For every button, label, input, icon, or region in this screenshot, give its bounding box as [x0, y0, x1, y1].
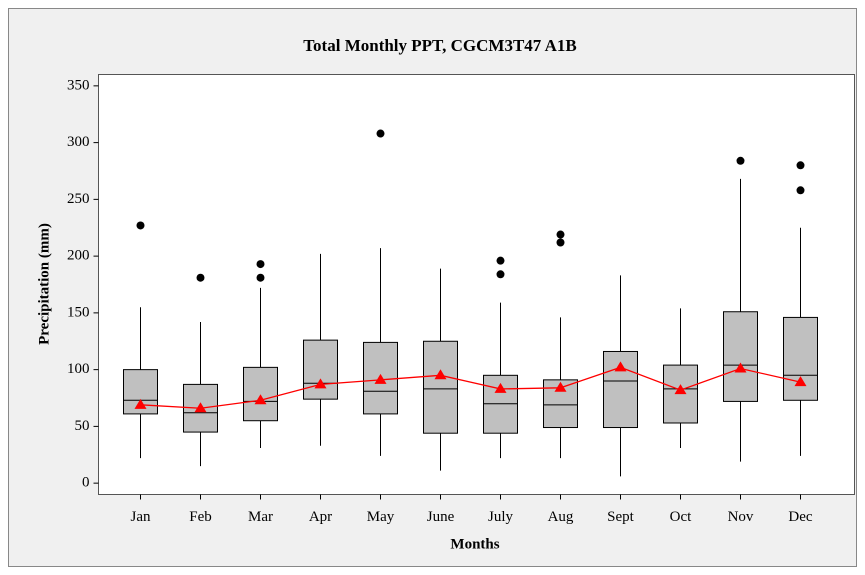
box	[423, 340, 458, 434]
chart-title: Total Monthly PPT, CGCM3T47 A1B	[303, 36, 576, 55]
outlier	[796, 161, 805, 170]
x-tick-label: Mar	[248, 509, 273, 525]
mean-marker	[254, 394, 267, 405]
mean-line	[140, 366, 801, 409]
y-tick-label: 0	[82, 475, 90, 491]
x-tick-label: Sept	[607, 509, 635, 525]
box	[783, 316, 818, 401]
mean-marker	[494, 382, 507, 393]
y-tick-label: 350	[67, 77, 90, 93]
y-tick-label: 300	[67, 134, 90, 150]
outlier	[136, 221, 145, 230]
mean-marker	[134, 398, 147, 409]
x-tick-label: Oct	[670, 509, 692, 525]
outlier	[796, 186, 805, 195]
x-tick-label: Jan	[131, 509, 151, 525]
outlier	[196, 273, 205, 282]
outlier	[496, 270, 505, 279]
box	[303, 339, 338, 400]
outlier	[736, 156, 745, 165]
plot-area	[98, 74, 855, 495]
outlier	[256, 273, 265, 282]
x-tick-label: Feb	[189, 509, 212, 525]
outlier	[496, 256, 505, 265]
mean-marker	[434, 369, 447, 380]
outlier	[556, 238, 565, 247]
outlier	[556, 230, 565, 239]
x-tick-label: Apr	[309, 509, 332, 525]
outlier	[376, 129, 385, 138]
x-tick-label: May	[367, 509, 395, 525]
y-tick-label: 50	[75, 418, 90, 434]
box	[243, 366, 278, 422]
x-tick-label: June	[427, 509, 455, 525]
mean-marker	[194, 402, 207, 413]
x-tick-label: Nov	[728, 509, 754, 525]
mean-marker	[314, 378, 327, 389]
x-tick-label: July	[488, 509, 514, 525]
mean-marker	[734, 362, 747, 373]
y-tick-label: 250	[67, 191, 90, 207]
y-tick-label: 100	[67, 361, 90, 377]
x-tick-label: Dec	[788, 509, 812, 525]
mean-marker	[374, 373, 387, 384]
y-tick-label: 200	[67, 248, 90, 264]
mean-marker	[554, 381, 567, 392]
outlier	[256, 260, 265, 269]
box	[723, 311, 758, 402]
x-axis-label: Months	[450, 536, 499, 552]
x-tick-label: Aug	[548, 509, 574, 525]
box	[483, 374, 518, 434]
y-tick-label: 150	[67, 304, 90, 320]
y-axis-label: Precipitation (mm)	[36, 223, 52, 345]
mean-marker	[614, 361, 627, 372]
mean-marker	[794, 376, 807, 387]
mean-marker	[674, 384, 687, 395]
